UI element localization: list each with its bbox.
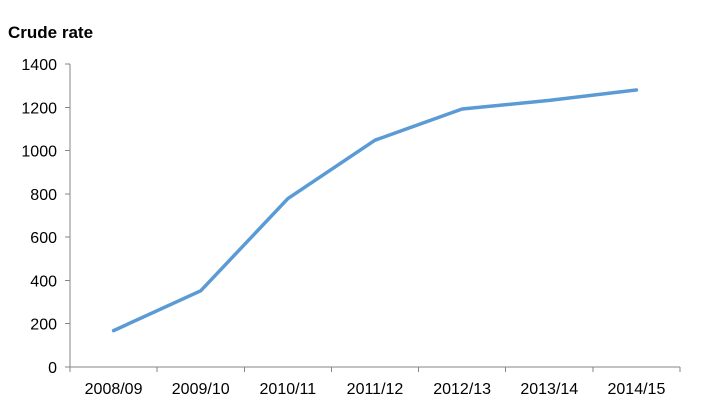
x-tick-label: 2013/14	[520, 381, 578, 398]
series-group	[111, 88, 639, 333]
y-tick-label: 0	[48, 360, 57, 377]
y-tick-label: 1200	[21, 100, 57, 117]
x-tick-label: 2010/11	[260, 381, 317, 398]
x-tick-label: 2014/15	[608, 381, 666, 398]
x-tick-label: 2011/12	[347, 381, 404, 398]
y-tick-label: 400	[30, 273, 57, 290]
y-tick-label: 1400	[21, 57, 57, 74]
y-tick-label: 1000	[21, 144, 57, 161]
x-tick-label: 2008/09	[85, 381, 143, 398]
y-axis-title: Crude rate	[8, 23, 93, 42]
y-tick-label: 800	[30, 187, 57, 204]
series-line	[111, 88, 639, 333]
x-tick-label: 2012/13	[433, 381, 491, 398]
y-tick-label: 200	[30, 317, 57, 334]
y-axis: 0 200 400 600 800 1000 1200 1400	[21, 57, 71, 377]
x-tick-label: 2009/10	[172, 381, 230, 398]
x-axis: 2008/09 2009/10 2010/11 2011/12 2012/13 2013/…	[69, 366, 681, 398]
y-tick-label: 600	[30, 230, 57, 247]
